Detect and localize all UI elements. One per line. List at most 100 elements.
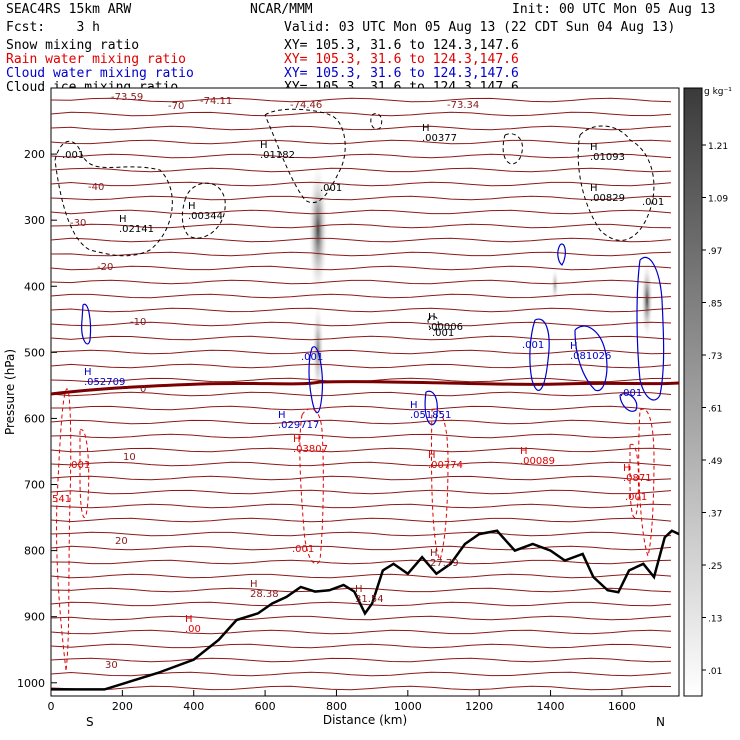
isotherm-line bbox=[50, 139, 672, 145]
temperature-value: -73.59 bbox=[111, 92, 143, 103]
y-tick-label: 700 bbox=[24, 479, 45, 492]
high-marker: H bbox=[410, 400, 418, 411]
terrain-maxima-item: H31.54 bbox=[355, 584, 384, 605]
y-tick-label: 400 bbox=[24, 280, 45, 293]
isotherm-line bbox=[50, 615, 672, 621]
contour-value: 541 bbox=[52, 494, 71, 505]
isotherm-label: 10 bbox=[123, 452, 136, 463]
contour-value: .029717 bbox=[278, 420, 319, 431]
ice-labels-item: H.00377 bbox=[422, 123, 457, 144]
isotherm-line bbox=[51, 405, 672, 411]
colorbar-level: .49 bbox=[708, 457, 723, 467]
isotherm-line bbox=[50, 153, 672, 159]
isotherm-line bbox=[50, 195, 672, 201]
isotherm-label: -30 bbox=[70, 218, 86, 229]
rain-labels-item: H.0871 bbox=[623, 463, 652, 484]
x-end-label-right: N bbox=[656, 715, 665, 729]
high-marker: H bbox=[293, 434, 301, 445]
temperature-value: -73.34 bbox=[447, 100, 479, 111]
high-marker: H bbox=[570, 341, 578, 352]
isotherm-lines bbox=[50, 97, 672, 691]
isotherm-line bbox=[50, 587, 672, 593]
isotherm-line bbox=[50, 643, 672, 649]
cloud-water_labels-item: H.029717 bbox=[278, 410, 319, 431]
contour-value: .001 bbox=[432, 328, 454, 339]
high-marker: H bbox=[430, 548, 438, 559]
temperature-value: -74.11 bbox=[200, 96, 232, 107]
isotherm-line bbox=[50, 293, 672, 299]
colorbar-level: .61 bbox=[708, 405, 722, 415]
y-tick-label: 500 bbox=[24, 346, 45, 359]
ice-labels-item: .001 bbox=[642, 197, 664, 208]
y-tick-label: 600 bbox=[24, 412, 45, 425]
rain-labels-item: .001 bbox=[68, 460, 90, 471]
contour-value: .001 bbox=[62, 150, 84, 161]
contour-value: .001 bbox=[522, 340, 544, 351]
cloud-water_labels-item: H.081026 bbox=[570, 341, 611, 362]
cloud-water_labels-item: H.052709 bbox=[84, 367, 125, 388]
isotherm-line bbox=[50, 363, 672, 369]
ice-labels-item: .001 bbox=[432, 328, 454, 339]
isotherm-line bbox=[50, 265, 672, 271]
rain-labels-item: H.03807 bbox=[293, 434, 328, 455]
isotherm-line bbox=[50, 657, 672, 663]
contour-value: .03807 bbox=[293, 444, 328, 455]
y-tick-label: 1000 bbox=[17, 677, 45, 690]
contour-value: .001 bbox=[68, 460, 90, 471]
high-marker: H bbox=[355, 584, 363, 595]
ice-labels-item: .001 bbox=[62, 150, 84, 161]
colorbar-level: .01 bbox=[708, 667, 722, 677]
isotherm-line bbox=[50, 475, 672, 481]
contour-value: .00 bbox=[185, 624, 201, 635]
isotherm-line bbox=[50, 279, 672, 285]
high-marker: H bbox=[590, 142, 598, 153]
contour-value: 27.79 bbox=[430, 558, 459, 569]
isotherm-line bbox=[50, 685, 672, 691]
isotherm-label: -40 bbox=[88, 182, 104, 193]
contour-value: .001 bbox=[642, 197, 664, 208]
isotherm-label: -20 bbox=[97, 262, 113, 273]
x-tick-label: 1200 bbox=[465, 700, 493, 713]
colorbar-level: .85 bbox=[708, 300, 722, 310]
x-tick-label: 200 bbox=[112, 700, 133, 713]
high-marker: H bbox=[422, 123, 430, 134]
high-marker: H bbox=[84, 367, 92, 378]
y-tick-label: 900 bbox=[24, 611, 45, 624]
x-axis-label: Distance (km) bbox=[323, 713, 407, 727]
rain-labels-item: H.00 bbox=[185, 614, 201, 635]
isotherm-line bbox=[50, 531, 671, 537]
ice-labels-item: .001 bbox=[320, 183, 342, 194]
axes: 0 200 400 600 800 1000 1200 1400 160010009008007… bbox=[3, 148, 665, 729]
contour-value: .0871 bbox=[623, 473, 652, 484]
x-tick-label: 1600 bbox=[608, 700, 636, 713]
isotherm-line bbox=[50, 111, 672, 117]
contour-value: .001 bbox=[301, 352, 323, 363]
colorbar: .01 .13 .25 .37 .49 .61 .73 .85 .97 1.09 1.21 g kg… bbox=[683, 87, 732, 697]
colorbar-unit: g kg⁻¹ bbox=[704, 87, 732, 97]
y-tick-label: 300 bbox=[24, 214, 45, 227]
isotherm-label: -10 bbox=[130, 317, 146, 328]
high-marker: H bbox=[260, 140, 268, 151]
model-title: SEAC4RS 15km ARW bbox=[6, 2, 132, 17]
terrain-maxima-item: H28.38 bbox=[250, 579, 279, 600]
terrain-profile bbox=[51, 529, 680, 691]
rain-labels-item: .001 bbox=[292, 544, 314, 555]
rain-contours bbox=[56, 388, 655, 671]
field-snow-xy: XY= 105.3, 31.6 to 124.3,147.6 bbox=[284, 38, 519, 53]
ice-labels-item: H.00344 bbox=[188, 201, 223, 222]
isotherm-line bbox=[50, 419, 672, 425]
contour-value: .051851 bbox=[410, 410, 451, 421]
colorbar-level: .37 bbox=[708, 510, 722, 520]
isotherm-line bbox=[50, 391, 672, 397]
x-tick-label: 600 bbox=[255, 700, 276, 713]
high-marker: H bbox=[278, 410, 286, 421]
isotherm-line bbox=[50, 433, 672, 439]
rain-labels-item: H.00089 bbox=[520, 446, 555, 467]
colorbar-level: .73 bbox=[708, 352, 722, 362]
contour-value: .00344 bbox=[188, 211, 223, 222]
cloud-ice-contours bbox=[54, 108, 655, 331]
high-marker: H bbox=[185, 614, 193, 625]
isotherm-line bbox=[50, 251, 672, 257]
isotherm-line bbox=[50, 629, 672, 635]
field-cloudwater-name: Cloud water mixing ratio bbox=[6, 66, 194, 81]
